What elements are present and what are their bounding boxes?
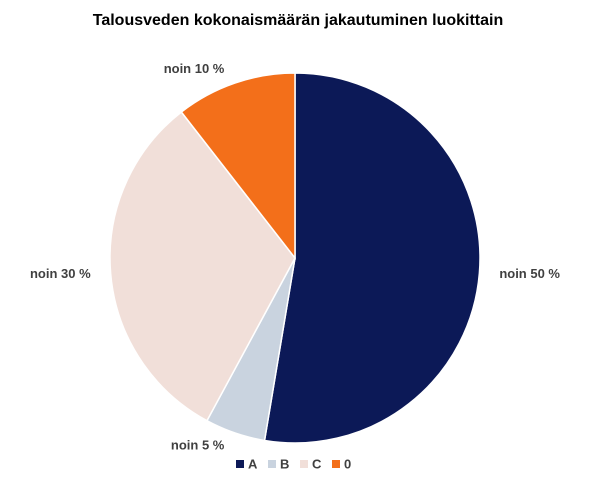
legend-swatch <box>268 460 276 468</box>
pie-slice <box>180 72 296 261</box>
pie-slice <box>109 110 296 422</box>
data-label: noin 30 % <box>30 266 91 281</box>
legend-label: C <box>312 456 322 471</box>
data-label: noin 10 % <box>164 61 225 76</box>
chart-title: Talousveden kokonaismäärän jakautuminen … <box>93 12 503 29</box>
legend-swatch <box>332 460 340 468</box>
legend-label: 0 <box>344 456 351 471</box>
data-label: noin 5 % <box>171 438 225 453</box>
legend-label: B <box>280 456 289 471</box>
legend-swatch <box>300 460 308 468</box>
data-label: noin 50 % <box>499 266 560 281</box>
pie-slice <box>263 72 481 444</box>
legend-label: A <box>248 456 258 471</box>
legend-swatch <box>236 460 244 468</box>
